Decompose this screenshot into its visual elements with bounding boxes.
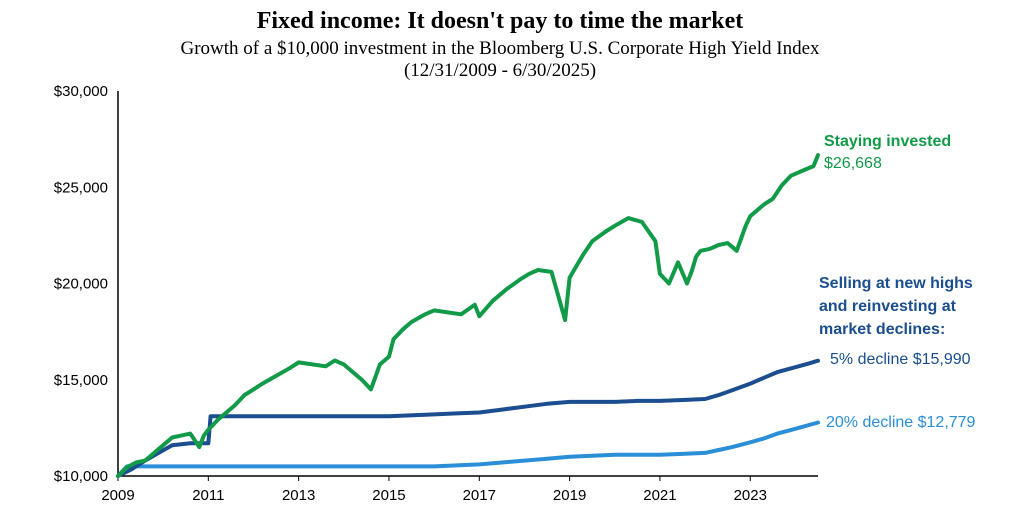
x-tick-label: 2021: [643, 487, 676, 504]
chart-title: Fixed income: It doesn't pay to time the…: [256, 8, 744, 34]
series-line-staying-invested: [116, 153, 820, 478]
annotation-selling-line3: market declines:: [819, 321, 945, 338]
annotation-staying-invested: Staying invested: [824, 133, 951, 150]
y-tick-label: $10,000: [54, 468, 108, 485]
y-axis-ticks: $10,000 $15,000 $20,000 $25,000 $30,000: [54, 83, 108, 485]
y-tick-label: $20,000: [54, 276, 108, 293]
chart-annotations: Staying invested $26,668 Selling at new …: [819, 133, 976, 431]
y-tick-label: $30,000: [54, 83, 108, 100]
chart-subtitle: Growth of a $10,000 investment in the Bl…: [0, 38, 1000, 82]
chart-series: [116, 153, 820, 478]
annotation-selling-line1: Selling at new highs: [819, 275, 973, 292]
annotation-5pct-decline: 5% decline $15,990: [830, 351, 971, 368]
x-tick-label: 2019: [553, 487, 586, 504]
chart-subtitle-line2: (12/31/2009 - 6/30/2025): [403, 60, 597, 81]
chart-subtitle-line1: Growth of a $10,000 investment in the Bl…: [180, 38, 820, 59]
x-axis-ticks: 2009 2011 2013 2015 2017 2019 2021 2023: [101, 476, 767, 504]
chart-axes: [117, 91, 818, 477]
y-tick-label: $15,000: [54, 372, 108, 389]
series-line-5-decline: [116, 358, 820, 478]
annotation-20pct-decline: 20% decline $12,779: [826, 414, 976, 431]
annotation-staying-value: $26,668: [824, 155, 882, 172]
series-line-20-decline: [116, 420, 820, 478]
y-tick-label: $25,000: [54, 179, 108, 196]
annotation-selling-line2: and reinvesting at: [819, 298, 957, 315]
x-tick-label: 2015: [372, 487, 405, 504]
x-tick-label: 2011: [192, 487, 224, 504]
x-tick-label: 2017: [463, 487, 496, 504]
x-tick-label: 2023: [734, 487, 767, 504]
x-tick-label: 2013: [282, 487, 315, 504]
x-tick-label: 2009: [101, 487, 134, 504]
